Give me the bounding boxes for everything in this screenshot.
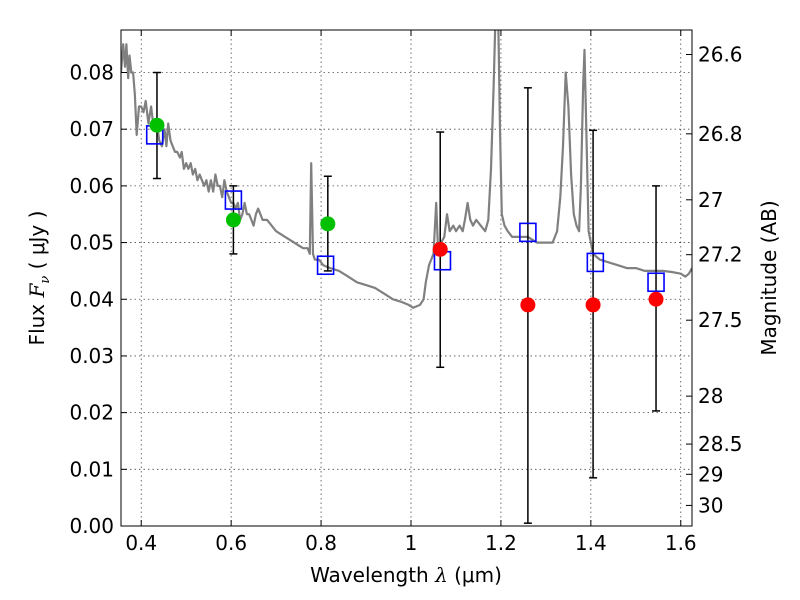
x-axis: 0.4 0.6 0.8 1 1.2 1.4 1.6 bbox=[125, 30, 697, 555]
data-point bbox=[149, 117, 165, 133]
y2-tick-label: 29 bbox=[698, 462, 723, 486]
grid-lines bbox=[121, 30, 692, 527]
data-point bbox=[320, 216, 336, 232]
plot-area bbox=[121, 30, 692, 524]
y-tick-label: 0.05 bbox=[69, 231, 114, 255]
model-band-box bbox=[316, 255, 335, 276]
y-tick-label: 0.02 bbox=[69, 401, 114, 425]
y2-tick-label: 27.2 bbox=[698, 243, 743, 267]
axes-frame bbox=[120, 29, 693, 527]
secondary-y-axis-title: Magnitude (AB) bbox=[757, 200, 781, 355]
model-band-box bbox=[519, 222, 537, 243]
y2-tick-label: 27.5 bbox=[698, 308, 743, 332]
y-tick-label: 0.08 bbox=[69, 61, 114, 85]
model-band-box bbox=[586, 252, 605, 273]
model-band-box bbox=[224, 190, 243, 210]
y2-tick-label: 26.8 bbox=[698, 122, 743, 146]
x-tick-label: 0.8 bbox=[305, 531, 337, 555]
y2-tick-label: 26.6 bbox=[698, 43, 743, 67]
data-point bbox=[225, 212, 241, 228]
y2-tick-label: 30 bbox=[698, 493, 723, 517]
data-point bbox=[520, 297, 536, 313]
y2-tick-label: 27 bbox=[698, 188, 723, 212]
data-point bbox=[648, 291, 664, 307]
x-tick-label: 1.2 bbox=[485, 531, 517, 555]
model-band-box bbox=[647, 272, 665, 293]
x-tick-label: 0.6 bbox=[215, 531, 247, 555]
y2-tick-label: 28.5 bbox=[698, 432, 743, 456]
sed-model-line bbox=[121, 30, 692, 309]
y-axis: 0.00 0.01 0.02 0.03 0.04 0.05 0.06 0.07 0.08 bbox=[69, 61, 127, 538]
y-tick-label: 0.01 bbox=[69, 457, 114, 481]
secondary-y-axis: 26.6 26.8 27 27.2 27.5 28 28.5 29 30 bbox=[686, 43, 743, 517]
y-tick-label: 0.06 bbox=[69, 174, 114, 198]
data-point bbox=[585, 297, 601, 313]
y-tick-label: 0.07 bbox=[69, 117, 114, 141]
x-tick-label: 1.4 bbox=[575, 531, 607, 555]
y-tick-label: 0.03 bbox=[69, 344, 114, 368]
series-group bbox=[121, 30, 692, 524]
x-tick-label: 0.4 bbox=[125, 531, 157, 555]
data-point bbox=[432, 241, 448, 257]
x-tick-label: 1 bbox=[405, 531, 418, 555]
x-axis-title: Wavelength λ (μm) bbox=[310, 563, 502, 587]
y-tick-label: 0.00 bbox=[69, 514, 114, 538]
y-tick-label: 0.04 bbox=[69, 287, 114, 311]
x-tick-label: 1.6 bbox=[665, 531, 697, 555]
y2-tick-label: 28 bbox=[698, 384, 723, 408]
y-axis-title: Flux Fν ( μJy ) bbox=[25, 211, 53, 346]
